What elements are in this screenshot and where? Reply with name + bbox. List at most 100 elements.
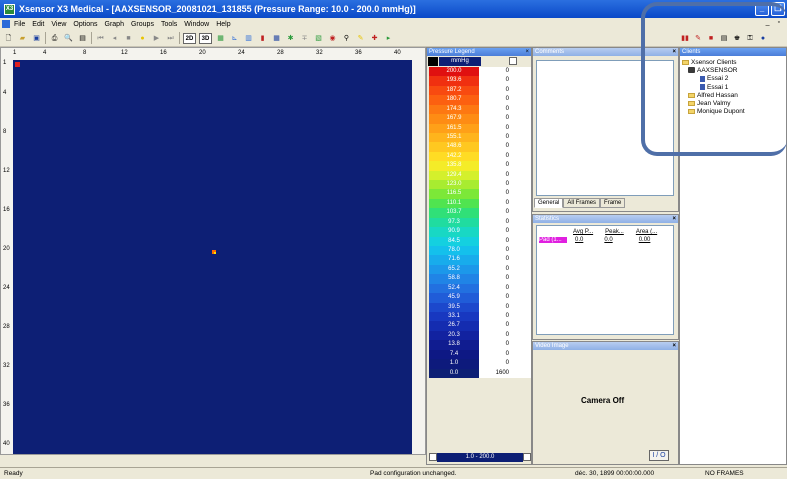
play-icon[interactable]: ▶ <box>153 34 160 42</box>
tree-node[interactable]: Jean Valmy <box>682 99 745 107</box>
pressure-count: 0 <box>479 132 531 143</box>
tree-node-label: Monique Dupont <box>697 108 745 116</box>
stat-col-avg[interactable]: Avg P... <box>573 229 594 235</box>
client-icon[interactable]: ▮▮ <box>681 35 689 42</box>
page-setup-icon[interactable]: ▤ <box>79 34 86 42</box>
tree-node-label: Jean Valmy <box>697 100 731 108</box>
pressure-count: 0 <box>479 264 531 275</box>
ruler-icon[interactable]: ∓ <box>301 34 308 42</box>
pressure-count: 0 <box>479 189 531 199</box>
pressure-count: 0 <box>479 76 531 86</box>
statistics-icon[interactable]: ▦ <box>273 34 280 42</box>
info-icon[interactable]: ● <box>760 35 766 42</box>
view-3d-button[interactable]: 3D <box>199 32 212 44</box>
zoom-icon[interactable]: ◉ <box>329 34 336 42</box>
folder-icon <box>688 92 695 98</box>
pressure-color-icon[interactable]: ▮ <box>260 34 265 42</box>
magnify-icon[interactable]: ⚲ <box>343 34 350 42</box>
legend-options-icon[interactable] <box>509 57 517 65</box>
stop-icon[interactable]: ■ <box>126 34 131 42</box>
pressure-level: 193.6 <box>429 76 479 86</box>
new-file-icon[interactable]: 🗋 <box>5 34 12 42</box>
close-icon[interactable]: × <box>672 216 676 222</box>
pressure-heatmap[interactable] <box>13 60 412 454</box>
document-menu-icon[interactable] <box>2 20 10 28</box>
range-down-icon[interactable] <box>429 453 437 461</box>
pressure-level: 148.6 <box>429 142 479 152</box>
tree-node[interactable]: Essai 2 <box>682 75 745 83</box>
statistics-row[interactable]: Pad (1... 0.0 0.0 0.00 <box>539 237 650 243</box>
pressure-count: 0 <box>479 321 531 331</box>
marker-icon[interactable]: ✚ <box>371 34 378 42</box>
print-icon[interactable]: ⎙ <box>51 34 58 42</box>
tree-node[interactable]: Xsensor Clients <box>682 58 745 66</box>
document-icon[interactable]: ▤ <box>720 35 728 42</box>
menu-options[interactable]: Options <box>73 20 98 28</box>
region-icon[interactable]: ✱ <box>287 34 294 42</box>
pressure-count: 0 <box>479 311 531 322</box>
tree-node[interactable]: AAXSENSOR <box>682 66 745 74</box>
menu-view[interactable]: View <box>51 20 67 28</box>
record-icon[interactable]: ● <box>140 34 145 42</box>
contour-icon[interactable]: ▦ <box>217 34 224 42</box>
stat-col-area[interactable]: Area (... <box>635 229 658 235</box>
tree-node-label: Xsensor Clients <box>691 58 737 66</box>
pressure-legend-row: 110.1 0 <box>429 198 531 209</box>
open-folder-icon[interactable]: ▰ <box>19 34 26 42</box>
tree-node[interactable]: Alfred Hassan <box>682 91 745 99</box>
folder-new-icon[interactable]: ■ <box>708 35 714 42</box>
pressure-level: 58.8 <box>429 274 479 284</box>
close-icon[interactable]: × <box>672 49 676 55</box>
menu-edit[interactable]: Edit <box>32 20 45 28</box>
menu-tools[interactable]: Tools <box>160 20 178 28</box>
close-icon[interactable]: × <box>672 343 676 349</box>
pressure-level: 103.7 <box>429 208 479 218</box>
main-toolbar: 🗋 ▰ ▣ ⎙ 🔍 ▤ ⏮ ◂ ■ ● ▶ ⏭ 2D 3D ▦ ⊾ ▥ ▮ ▦ … <box>0 30 787 47</box>
print-preview-icon[interactable]: 🔍 <box>64 34 73 42</box>
tab-all-frames[interactable]: All Frames <box>563 198 601 208</box>
stat-col-peak[interactable]: Peak... <box>605 229 624 235</box>
comments-title-text: Comments <box>535 49 565 55</box>
menu-file[interactable]: File <box>14 20 26 28</box>
edit-client-icon[interactable]: ✎ <box>695 35 701 42</box>
comments-textarea[interactable] <box>536 60 674 196</box>
pressure-range: 1.0 - 200.0 <box>437 453 523 462</box>
close-icon[interactable]: × <box>525 49 529 55</box>
folder-icon <box>688 109 695 115</box>
lock-icon[interactable]: ⚿ <box>747 35 753 42</box>
pressure-level: 39.5 <box>429 302 479 312</box>
menu-groups[interactable]: Groups <box>130 20 154 28</box>
pressure-level: 187.2 <box>429 85 479 96</box>
video-icon[interactable]: ▸ <box>386 34 391 42</box>
view-2d-button[interactable]: 2D <box>183 32 196 44</box>
user-icon[interactable]: ♚ <box>733 35 741 42</box>
save-icon[interactable]: ▣ <box>33 34 40 42</box>
graph-icon[interactable]: ⊾ <box>231 34 238 42</box>
prev-frame-icon[interactable]: ◂ <box>112 34 117 42</box>
io-button[interactable]: I / O <box>649 450 669 461</box>
pressure-legend-row: 116.5 0 <box>429 189 531 199</box>
menu-help[interactable]: Help <box>216 20 231 28</box>
tab-general[interactable]: General <box>534 198 564 208</box>
mdi-controls[interactable]: _ ▫ <box>765 19 783 26</box>
ruler-tick: 16 <box>3 207 10 213</box>
image-icon[interactable]: ▧ <box>315 34 322 42</box>
pressure-legend-row: 180.7 0 <box>429 95 531 105</box>
menu-graph[interactable]: Graph <box>104 20 124 28</box>
callout-highlight <box>641 2 787 156</box>
last-frame-icon[interactable]: ⏭ <box>167 34 174 42</box>
pressure-level: 161.5 <box>429 123 479 133</box>
toolbar-separator <box>91 32 92 44</box>
unit-dropdown[interactable] <box>428 56 438 66</box>
ruler-tick: 4 <box>3 90 7 96</box>
menu-window[interactable]: Window <box>184 20 210 28</box>
tree-node[interactable]: Monique Dupont <box>682 108 745 116</box>
range-up-icon[interactable] <box>523 453 531 461</box>
first-frame-icon[interactable]: ⏮ <box>97 34 104 42</box>
pencil-icon[interactable]: ✎ <box>357 34 364 42</box>
tab-frame[interactable]: Frame <box>600 198 626 208</box>
grid-icon[interactable]: ▥ <box>245 34 252 42</box>
pressure-count: 0 <box>479 255 531 265</box>
pressure-level: 97.3 <box>429 217 479 228</box>
tree-node[interactable]: Essai 1 <box>682 83 745 91</box>
